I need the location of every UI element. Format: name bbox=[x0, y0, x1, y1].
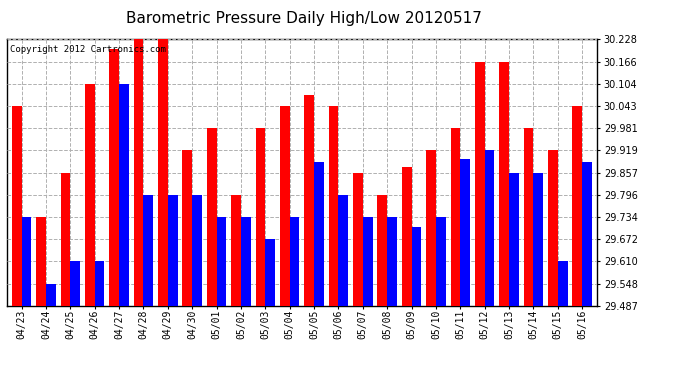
Bar bbox=[500, 62, 509, 306]
Bar bbox=[460, 159, 470, 306]
Bar bbox=[328, 106, 338, 306]
Bar bbox=[158, 39, 168, 306]
Bar bbox=[548, 150, 558, 306]
Bar bbox=[207, 128, 217, 306]
Bar bbox=[193, 195, 202, 306]
Bar bbox=[36, 217, 46, 306]
Bar bbox=[61, 172, 70, 306]
Bar bbox=[436, 217, 446, 306]
Bar bbox=[85, 84, 95, 306]
Bar bbox=[46, 284, 56, 306]
Bar bbox=[402, 167, 411, 306]
Bar bbox=[582, 162, 592, 306]
Bar bbox=[524, 128, 533, 306]
Bar bbox=[255, 128, 266, 306]
Bar bbox=[134, 39, 144, 306]
Text: Copyright 2012 Cartronics.com: Copyright 2012 Cartronics.com bbox=[10, 45, 166, 54]
Text: Barometric Pressure Daily High/Low 20120517: Barometric Pressure Daily High/Low 20120… bbox=[126, 11, 482, 26]
Bar bbox=[119, 84, 129, 306]
Bar bbox=[266, 239, 275, 306]
Bar bbox=[241, 217, 250, 306]
Bar bbox=[338, 195, 348, 306]
Bar bbox=[314, 162, 324, 306]
Bar bbox=[363, 217, 373, 306]
Bar bbox=[411, 227, 422, 306]
Bar bbox=[280, 106, 290, 306]
Bar bbox=[304, 95, 314, 306]
Bar bbox=[70, 261, 80, 306]
Bar bbox=[168, 195, 177, 306]
Bar bbox=[377, 195, 387, 306]
Bar bbox=[387, 217, 397, 306]
Bar bbox=[231, 195, 241, 306]
Bar bbox=[451, 128, 460, 306]
Bar bbox=[353, 172, 363, 306]
Bar bbox=[558, 261, 568, 306]
Bar bbox=[12, 106, 21, 306]
Bar bbox=[573, 106, 582, 306]
Bar bbox=[509, 172, 519, 306]
Bar bbox=[484, 150, 495, 306]
Bar bbox=[475, 62, 484, 306]
Bar bbox=[95, 261, 104, 306]
Bar bbox=[290, 217, 299, 306]
Bar bbox=[217, 217, 226, 306]
Bar bbox=[182, 150, 193, 306]
Bar bbox=[533, 172, 543, 306]
Bar bbox=[21, 217, 31, 306]
Bar bbox=[109, 50, 119, 306]
Bar bbox=[144, 195, 153, 306]
Bar bbox=[426, 150, 436, 306]
